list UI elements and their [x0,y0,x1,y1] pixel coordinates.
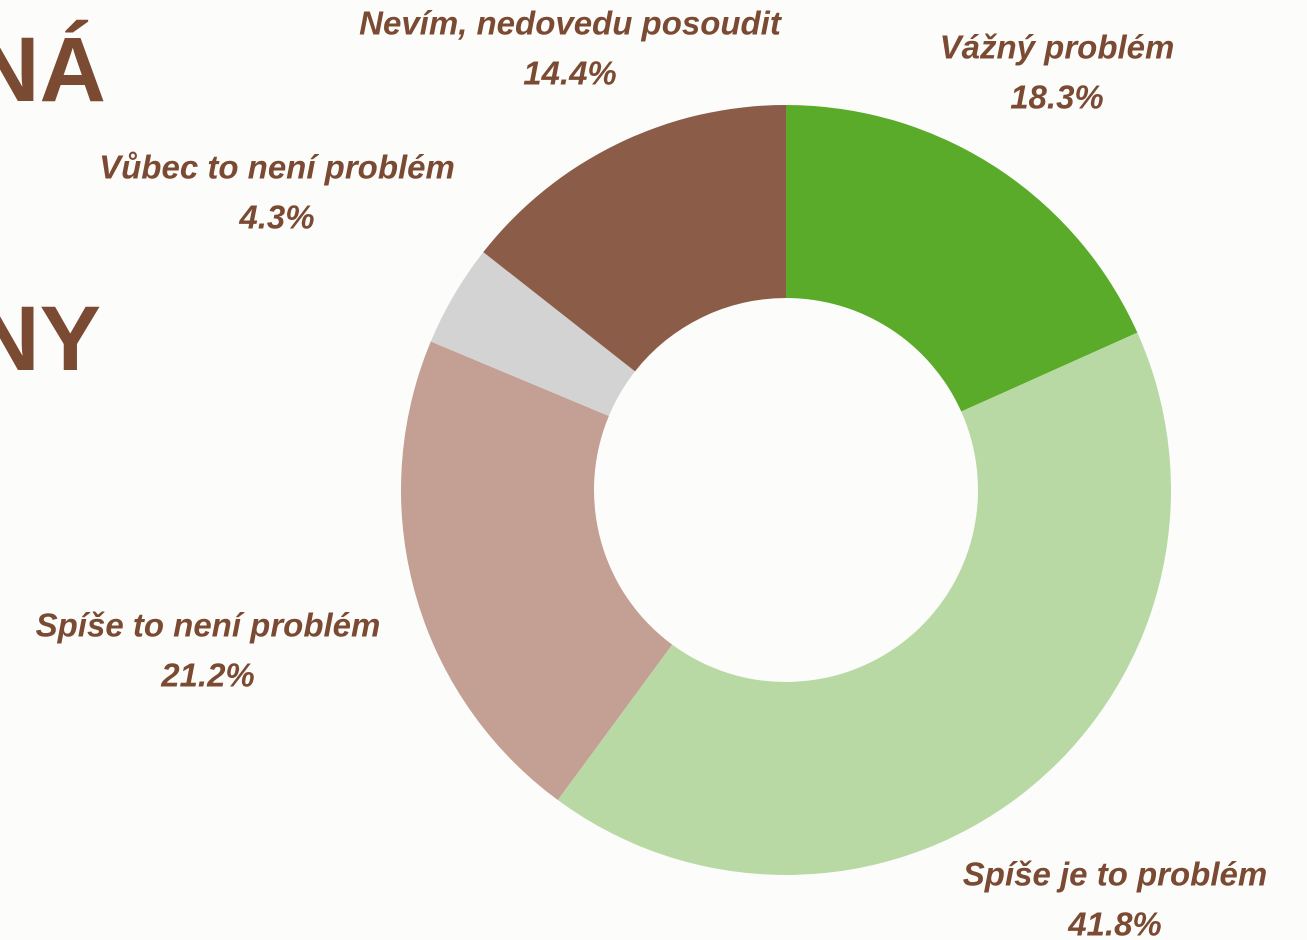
value-label: 18.3% [1010,79,1104,116]
slice [430,252,636,416]
slice-label: Vůbec to není problém [99,149,455,186]
slice-label: Vážný problém [940,29,1175,66]
slice-label: Nevím, nedovedu posoudit [359,5,783,42]
value-label: 4.3% [238,199,314,236]
slice [786,105,1138,412]
heading-fragment: NÁ [0,19,106,121]
slice-label: Spíše to není problém [36,607,381,644]
slice [401,341,673,801]
value-label: 14.4% [523,55,617,92]
value-label: 41.8% [1067,906,1162,940]
heading-fragment: NY [0,288,101,390]
slice-label: Spíše je to problém [963,856,1267,893]
value-label: 21.2% [160,657,255,694]
donut [401,105,1171,875]
slice [557,332,1171,875]
slice [483,105,786,372]
